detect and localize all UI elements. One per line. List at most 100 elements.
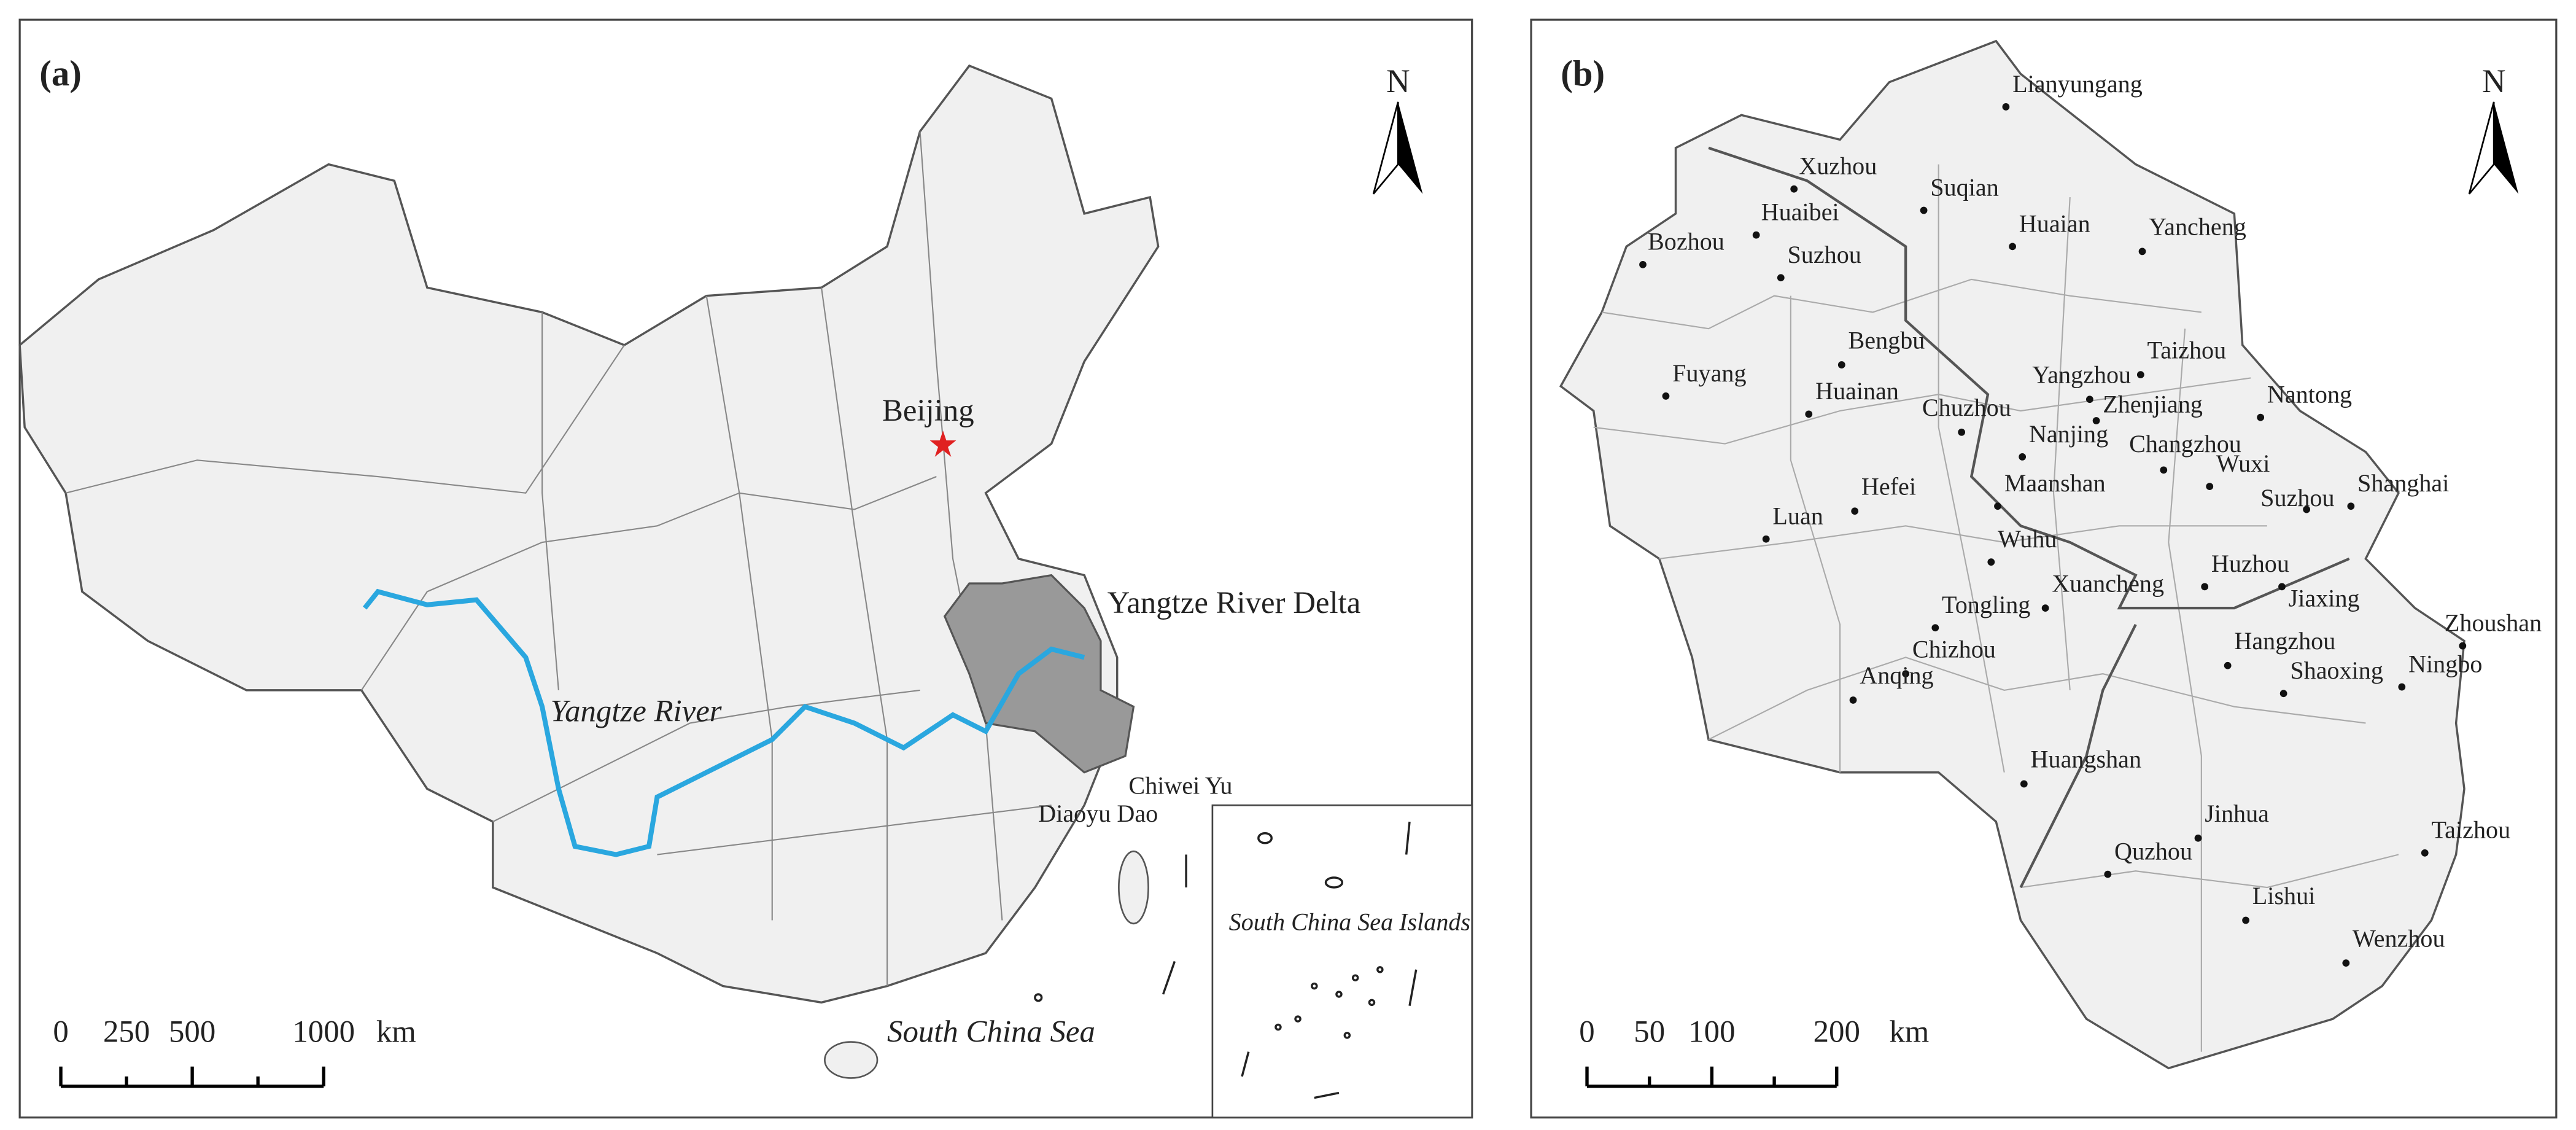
city-label: Changzhou [2129, 430, 2241, 458]
sea-label: South China Sea [887, 1015, 1095, 1049]
city-dot [2303, 505, 2310, 513]
scale-label: 0 [1579, 1015, 1594, 1049]
scale-label: 250 [103, 1015, 150, 1049]
city-label: Quzhou [2114, 838, 2192, 865]
city-dot [1762, 535, 1770, 543]
city-dot [2459, 642, 2467, 650]
city-dot [1837, 361, 1845, 368]
city-dot [2009, 243, 2016, 251]
province-borders [65, 131, 1052, 986]
scale-bar: 0 50 100 200 km [1579, 1015, 1929, 1088]
island-label: Diaoyu Dao [1038, 800, 1158, 827]
city-dot [1851, 507, 1859, 515]
city-label: Huzhou [2211, 550, 2289, 577]
city-label: Zhoushan [2445, 609, 2542, 637]
city-dot [1639, 260, 1647, 268]
city-dot [1805, 410, 1813, 418]
city-dot [2278, 583, 2286, 591]
scale-label: 500 [169, 1015, 215, 1049]
city-label: Shanghai [2357, 469, 2449, 497]
city-label: Suqian [1930, 173, 1998, 201]
city-label: Lianyungang [2012, 70, 2143, 98]
city-dot [2138, 247, 2146, 255]
yangtze-river [362, 588, 1085, 857]
city-label: Jiaxing [2289, 584, 2360, 612]
city-label: Yancheng [2149, 213, 2246, 241]
china-outline [18, 64, 1160, 1004]
city-dot [2020, 780, 2028, 788]
city-label: Bozhou [1648, 228, 1724, 255]
city-label: Anqing [1860, 661, 1933, 689]
city-dot [1752, 231, 1760, 239]
city-label: Huangshan [2031, 746, 2142, 773]
taiwan [1118, 850, 1149, 925]
scale-label: 100 [1688, 1015, 1735, 1049]
city-dot [2041, 604, 2049, 612]
scale-label: 1000 [292, 1015, 355, 1049]
city-dot [1987, 558, 1995, 566]
city-label: Chuzhou [1922, 394, 2011, 421]
province-border [1708, 146, 2350, 610]
city-dot [2257, 413, 2265, 421]
city-dot [1994, 502, 2001, 510]
scale-label: 200 [1814, 1015, 1860, 1049]
city-dot [2342, 959, 2350, 967]
island-label: Chiwei Yu [1128, 771, 1232, 799]
city-label: Chizhou [1912, 635, 1996, 663]
capital-star [929, 431, 956, 457]
city-dot [1849, 696, 1857, 704]
city-label: Taizhou [2147, 336, 2227, 364]
city-label: Zhenjiang [2103, 391, 2203, 418]
city-label: Xuancheng [2052, 569, 2164, 597]
scale-unit: km [1889, 1015, 1929, 1049]
city-label: Luan [1772, 502, 1823, 530]
city-dot [1958, 428, 1966, 436]
city-dot [2206, 483, 2214, 490]
city-dot [1931, 624, 1939, 632]
city-label: Hefei [1861, 472, 1916, 500]
city-dot [1777, 274, 1785, 282]
city-dot [2002, 103, 2010, 111]
north-label: N [1386, 63, 1410, 99]
city-label: Fuyang [1672, 359, 1746, 387]
city-dot [2242, 916, 2249, 924]
city-label: Shaoxing [2290, 657, 2383, 684]
city-label: Nantong [2267, 381, 2352, 408]
city-dot [2085, 395, 2093, 403]
city-label: Huainan [1815, 377, 1899, 405]
city-label: Suzhou [1787, 241, 1861, 268]
city-label: Yangzhou [2032, 361, 2131, 389]
sea-label: South China Sea Islands [1229, 908, 1470, 936]
city-dot [1790, 185, 1798, 193]
city-dot [2279, 690, 2287, 698]
city-label: Hangzhou [2234, 627, 2335, 655]
city-dot [2398, 683, 2406, 691]
city-label: Bengbu [1849, 326, 1925, 354]
inset-frame [1211, 804, 1473, 1119]
city-label: Lishui [2252, 882, 2316, 910]
hainan [824, 1041, 879, 1079]
city-label: Ningbo [2408, 650, 2482, 677]
scale-label: 0 [53, 1015, 68, 1049]
panel-label: (a) [39, 53, 82, 93]
city-borders [1593, 164, 2399, 1052]
panel-label: (b) [1561, 53, 1605, 93]
city-dot [2347, 502, 2355, 510]
city-dot [2019, 453, 2027, 461]
city-layer: Lianyungang Xuzhou Suqian Huaibei Bozhou Suzh… [1639, 70, 2542, 967]
city-label: Nanjing [2029, 420, 2108, 448]
north-arrow [2494, 101, 2519, 194]
city-dot [2201, 583, 2209, 591]
city-dot [1662, 392, 1670, 400]
scale-label: 50 [1634, 1015, 1665, 1049]
scale-unit: km [376, 1015, 416, 1049]
province-border [2019, 623, 2137, 888]
city-dot [2421, 849, 2429, 857]
city-label: Wenzhou [2353, 924, 2445, 952]
city-label: Xuzhou [1799, 152, 1877, 180]
city-label: Taizhou [2431, 816, 2510, 844]
city-dot [2092, 417, 2100, 424]
north-label: N [2482, 63, 2506, 99]
city-dot [2136, 371, 2144, 379]
city-dot [2224, 661, 2232, 669]
